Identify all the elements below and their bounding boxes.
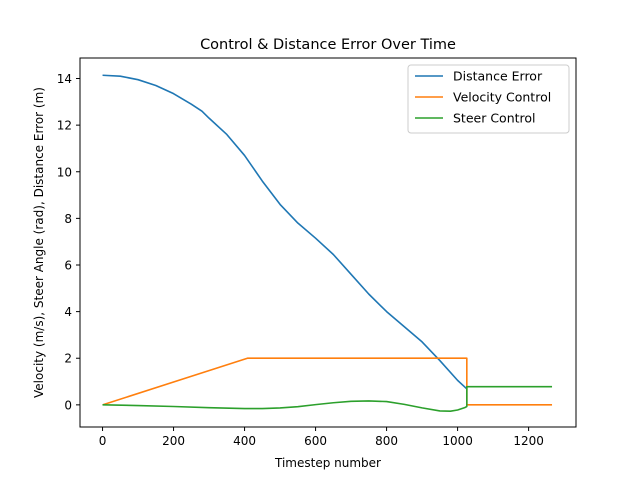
- y-axis-label: Velocity (m/s), Steer Angle (rad), Dista…: [32, 87, 46, 398]
- series-line-1: [102, 357, 553, 406]
- x-tick-label: 0: [99, 434, 107, 448]
- y-tick-label: 6: [64, 258, 72, 272]
- plot-area: [79, 57, 577, 428]
- x-tick-label: 1000: [442, 434, 473, 448]
- y-tick-label: 14: [57, 72, 72, 86]
- legend-entries: Distance Error Velocity Control Steer Cont…: [415, 69, 551, 126]
- chart-title: Control & Distance Error Over Time: [200, 37, 456, 53]
- series-layer: [102, 74, 553, 412]
- x-tick-label: 600: [304, 434, 327, 448]
- legend-label-1: Velocity Control: [453, 90, 551, 105]
- x-axis-label: Timestep number: [274, 456, 381, 470]
- legend-box: [407, 64, 570, 134]
- y-tick-label: 10: [57, 165, 72, 179]
- x-tick-label: 1200: [513, 434, 544, 448]
- legend: Distance Error Velocity Control Steer Cont…: [407, 64, 570, 134]
- series-line-2: [102, 385, 553, 412]
- y-tick-label: 0: [64, 398, 72, 412]
- legend-label-0: Distance Error: [453, 69, 543, 84]
- x-tick-label: 400: [233, 434, 256, 448]
- x-axis-ticks: 0 200 400 600 800 1000 1200: [99, 427, 544, 448]
- axes-frame: [79, 57, 577, 428]
- legend-label-2: Steer Control: [453, 111, 536, 126]
- y-tick-label: 2: [64, 352, 72, 366]
- y-tick-label: 12: [57, 119, 72, 133]
- y-axis-ticks: 0 2 4 6 8 10 12 14: [57, 72, 80, 412]
- x-tick-label: 200: [162, 434, 185, 448]
- y-tick-label: 8: [64, 212, 72, 226]
- x-tick-label: 800: [375, 434, 398, 448]
- series-line-0: [102, 74, 468, 390]
- y-tick-label: 4: [64, 305, 72, 319]
